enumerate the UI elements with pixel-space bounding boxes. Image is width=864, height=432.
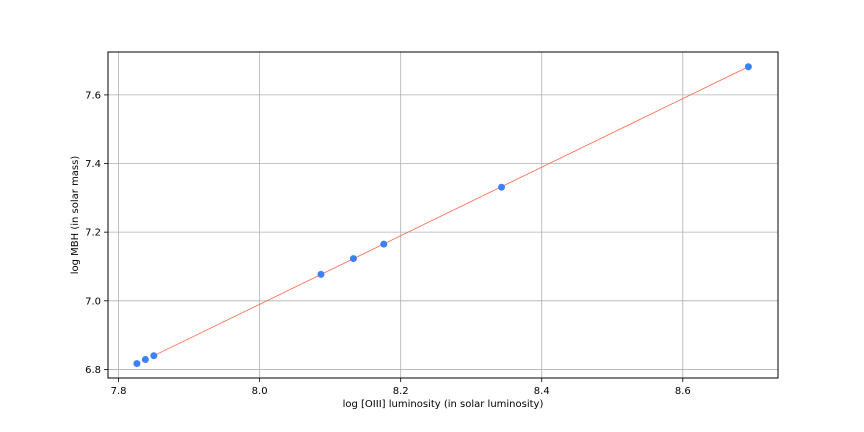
data-point: [744, 63, 752, 71]
x-tick-label: 8.6: [675, 386, 691, 397]
data-point: [150, 352, 158, 360]
x-axis-ticks: 7.8 8.0 8.2 8.4 8.6: [111, 378, 691, 397]
fit-line: [153, 66, 749, 357]
x-tick-label: 8.0: [252, 386, 268, 397]
data-point: [380, 240, 388, 248]
y-axis-label: log MBH (in solar mass): [70, 156, 81, 275]
data-point: [349, 255, 357, 263]
data-point: [317, 270, 325, 278]
data-point: [141, 355, 149, 363]
y-tick-label: 7.4: [85, 159, 101, 170]
y-tick-label: 7.0: [85, 296, 101, 307]
x-tick-label: 8.2: [393, 386, 409, 397]
data-point: [498, 183, 506, 191]
x-tick-label: 8.4: [534, 386, 550, 397]
y-axis-ticks: 6.8 7.0 7.2 7.4 7.6: [85, 90, 108, 376]
grid: [108, 52, 778, 378]
fit-line-layer: [153, 66, 749, 357]
y-tick-label: 6.8: [85, 365, 101, 376]
data-point: [133, 360, 141, 368]
y-tick-label: 7.2: [85, 228, 101, 239]
data-points: [133, 63, 752, 368]
plot-frame: [107, 51, 779, 379]
x-tick-label: 7.8: [111, 386, 127, 397]
y-tick-label: 7.6: [85, 90, 101, 101]
x-axis-label: log [OIII] luminosity (in solar luminosi…: [343, 399, 544, 410]
